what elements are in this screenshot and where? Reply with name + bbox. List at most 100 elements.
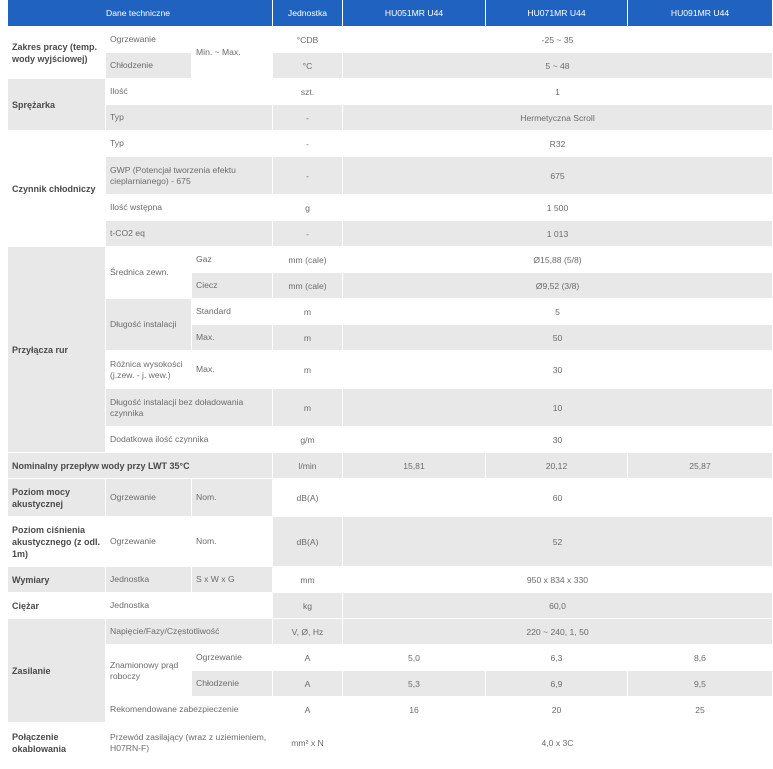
- value-cell: 16: [343, 697, 486, 723]
- row-label: Chłodzenie: [106, 53, 192, 79]
- value-cell: 5 ~ 48: [343, 53, 773, 79]
- row-sublabel: Max.: [192, 325, 273, 351]
- table-row: Poziom mocy akustycznej Ogrzewanie Nom. …: [8, 479, 773, 517]
- unit-cell: -: [273, 131, 343, 157]
- unit-cell: kg: [273, 593, 343, 619]
- category-czynnik: Czynnik chłodniczy: [8, 131, 106, 247]
- value-cell: 6,9: [486, 671, 628, 697]
- value-cell: 1 013: [343, 221, 773, 247]
- unit-cell: g: [273, 195, 343, 221]
- value-cell: 60,0: [343, 593, 773, 619]
- table-row: Zasilanie Napięcie/Fazy/Częstotliwość V,…: [8, 619, 773, 723]
- table-row: t-CO2 eq - 1 013: [8, 221, 773, 247]
- row-label: GWP (Potencjał tworzenia efektu cieplarn…: [106, 157, 273, 195]
- row-label: Typ: [106, 105, 273, 131]
- value-cell: 1 500: [343, 195, 773, 221]
- unit-cell: °C: [273, 53, 343, 79]
- value-cell: 52: [343, 517, 773, 567]
- table-row: Przyłącza rur Średnica zewn. Gaz mm (cal…: [8, 247, 773, 453]
- table-row: Poziom ciśnienia akustycznego (z odl. 1m…: [8, 517, 773, 567]
- row-label: Dodatkowa ilość czynnika: [106, 427, 273, 453]
- row-label: Długość instalacji: [106, 299, 192, 351]
- category-polaczenie: Połączenie okablowania: [8, 723, 106, 763]
- header-model-2: HU071MR U44: [486, 0, 628, 27]
- row-sublabel: Chłodzenie: [192, 671, 273, 697]
- category-wymiary: Wymiary: [8, 567, 106, 593]
- unit-cell: m: [273, 299, 343, 325]
- value-cell: 20,12: [486, 453, 628, 479]
- row-label: Ilość wstępna: [106, 195, 273, 221]
- value-cell: 220 ~ 240, 1, 50: [343, 619, 773, 645]
- table-row: Czynnik chłodniczy Typ - R32: [8, 131, 773, 247]
- header-spec: Dane techniczne: [8, 0, 273, 27]
- category-zasilanie: Zasilanie: [8, 619, 106, 723]
- row-sublabel: Nom.: [192, 479, 273, 517]
- table-row: Zakres pracy (temp. wody wyjściowej) Ogr…: [8, 27, 773, 79]
- unit-cell: V, Ø, Hz: [273, 619, 343, 645]
- value-cell: 25,87: [628, 453, 773, 479]
- table-row: Wymiary Jednostka S x W x G mm 950 x 834…: [8, 567, 773, 593]
- row-label: Ogrzewanie: [106, 517, 192, 567]
- header-model-3: HU091MR U44: [628, 0, 773, 27]
- row-label: t-CO2 eq: [106, 221, 273, 247]
- row-label: Różnica wysokości (j.zew. - j. wew.): [106, 351, 192, 389]
- row-sublabel: Nom.: [192, 517, 273, 567]
- table-row: Chłodzenie A 5,3 6,9 9,5: [8, 671, 773, 697]
- value-cell: 950 x 834 x 330: [343, 567, 773, 593]
- row-label: Jednostka: [106, 567, 192, 593]
- value-cell: 4,0 x 3C: [343, 723, 773, 763]
- unit-cell: dB(A): [273, 479, 343, 517]
- unit-cell: A: [273, 697, 343, 723]
- table-row: Max. m 50: [8, 325, 773, 351]
- category-przeplyw: Nominalny przepływ wody przy LWT 35°C: [8, 453, 273, 479]
- value-cell: R32: [343, 131, 773, 157]
- value-cell: 5,0: [343, 645, 486, 671]
- category-cisnienie: Poziom ciśnienia akustycznego (z odl. 1m…: [8, 517, 106, 567]
- table-row: Różnica wysokości (j.zew. - j. wew.) Max…: [8, 351, 773, 389]
- table-row: Chłodzenie °C 5 ~ 48: [8, 53, 773, 79]
- row-sublabel: Ciecz: [192, 273, 273, 299]
- row-label: Napięcie/Fazy/Częstotliwość: [106, 619, 273, 645]
- unit-cell: mm² x N: [273, 723, 343, 763]
- unit-cell: A: [273, 671, 343, 697]
- spec-table: Dane techniczne Jednostka HU051MR U44 HU…: [8, 0, 773, 763]
- row-label: Ogrzewanie: [106, 27, 192, 53]
- unit-cell: dB(A): [273, 517, 343, 567]
- table-row: Dodatkowa ilość czynnika g/m 30: [8, 427, 773, 453]
- value-cell: 675: [343, 157, 773, 195]
- unit-cell: -: [273, 105, 343, 131]
- row-label: Długość instalacji bez doładowania czynn…: [106, 389, 273, 427]
- value-cell: 15,81: [343, 453, 486, 479]
- value-cell: Ø15,88 (5/8): [343, 247, 773, 273]
- category-przylacza: Przyłącza rur: [8, 247, 106, 453]
- table-row: Długość instalacji bez doładowania czynn…: [8, 389, 773, 427]
- unit-cell: g/m: [273, 427, 343, 453]
- value-cell: 30: [343, 427, 773, 453]
- value-cell: Hermetyczna Scroll: [343, 105, 773, 131]
- row-label: Przewód zasilający (wraz z uziemieniem, …: [106, 723, 273, 763]
- value-cell: 5: [343, 299, 773, 325]
- row-sublabel: Min. ~ Max.: [192, 27, 273, 79]
- table-row: Nominalny przepływ wody przy LWT 35°C l/…: [8, 453, 773, 479]
- value-cell: 60: [343, 479, 773, 517]
- value-cell: 20: [486, 697, 628, 723]
- table-row: Typ - Hermetyczna Scroll: [8, 105, 773, 131]
- row-sublabel: Gaz: [192, 247, 273, 273]
- unit-cell: m: [273, 389, 343, 427]
- value-cell: 30: [343, 351, 773, 389]
- row-label: Typ: [106, 131, 273, 157]
- header-row: Dane techniczne Jednostka HU051MR U44 HU…: [8, 0, 773, 27]
- table-row: Znamionowy prąd roboczy Ogrzewanie A 5,0…: [8, 645, 773, 697]
- value-cell: 9,5: [628, 671, 773, 697]
- row-label: Średnica zewn.: [106, 247, 192, 299]
- value-cell: 10: [343, 389, 773, 427]
- unit-cell: A: [273, 645, 343, 671]
- table-row: Połączenie okablowania Przewód zasilając…: [8, 723, 773, 763]
- unit-cell: m: [273, 351, 343, 389]
- unit-cell: mm (cale): [273, 247, 343, 273]
- category-moc: Poziom mocy akustycznej: [8, 479, 106, 517]
- value-cell: 25: [628, 697, 773, 723]
- row-sublabel: Max.: [192, 351, 273, 389]
- row-label: Ilość: [106, 79, 273, 105]
- unit-cell: -: [273, 221, 343, 247]
